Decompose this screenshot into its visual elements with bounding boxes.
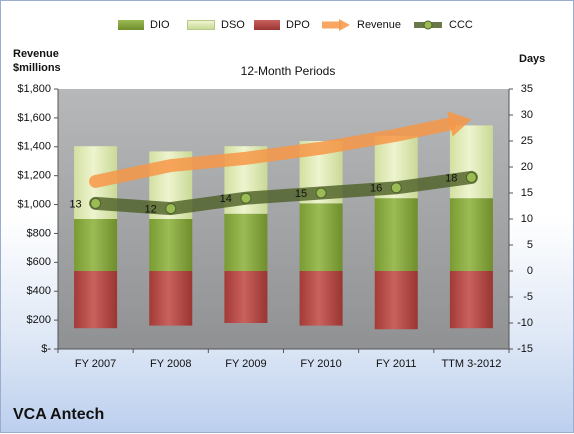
bar-dpo — [299, 271, 343, 326]
legend-label-dio: DIO — [150, 19, 170, 31]
legend-label-dso: DSO — [221, 19, 245, 31]
right-axis-title: Days — [519, 53, 546, 65]
left-axis-title-line1: Revenue — [13, 48, 59, 60]
left-axis-tick-label: $400 — [27, 285, 51, 297]
right-axis-tick-label: 35 — [521, 83, 533, 95]
legend-swatch-dio — [118, 20, 144, 30]
x-axis-category-label: FY 2011 — [376, 358, 417, 370]
right-axis-tick-label: 25 — [521, 135, 533, 147]
ccc-point — [165, 203, 177, 215]
x-axis-category-label: FY 2009 — [225, 358, 266, 370]
bar-dpo — [374, 271, 418, 330]
legend-label-dpo: DPO — [286, 19, 310, 31]
legend-swatch-dso — [187, 20, 215, 30]
ccc-data-label: 15 — [295, 188, 307, 200]
right-axis-tick-label: -15 — [517, 343, 533, 355]
bar-dpo — [449, 271, 493, 329]
legend-item-ccc: CCC — [413, 15, 473, 35]
ccc-data-label: 16 — [370, 183, 382, 195]
legend-label-revenue: Revenue — [357, 19, 402, 31]
legend-label-ccc: CCC — [449, 19, 473, 31]
ccc-point — [390, 182, 402, 194]
revenue-arrowhead — [447, 111, 472, 137]
left-axis-tick-label: $1,000 — [17, 198, 51, 210]
bar-dio — [374, 198, 418, 271]
left-axis-tick-label: $1,600 — [17, 112, 51, 124]
legend-swatch-revenue — [322, 19, 350, 31]
ccc-point — [240, 192, 252, 204]
revenue-line — [89, 117, 457, 188]
bar-dpo — [74, 271, 118, 329]
x-axis-category-label: FY 2008 — [150, 358, 191, 370]
left-axis-title: Revenue $millions — [13, 47, 61, 75]
ccc-line — [89, 170, 478, 216]
left-axis-title-line2: $millions — [13, 62, 61, 74]
legend-item-dso: DSO — [187, 15, 245, 35]
legend: DIO DSO DPO Revenue CCC — [1, 15, 573, 35]
right-axis-tick-label: 5 — [527, 239, 533, 251]
ccc-data-label: 18 — [445, 172, 457, 184]
bar-dio — [74, 219, 118, 271]
chart-subtitle: 12-Month Periods — [240, 64, 336, 78]
legend-item-dpo: DPO — [254, 15, 310, 35]
legend-item-dio: DIO — [118, 15, 170, 35]
ccc-point — [465, 171, 477, 183]
bar-dio — [449, 198, 493, 271]
ccc-point — [90, 197, 102, 209]
bar-dpo — [224, 271, 268, 323]
x-axis-category-label: TTM 3-2012 — [441, 358, 501, 370]
legend-item-revenue: Revenue — [321, 15, 401, 35]
right-axis-tick-label: 0 — [527, 265, 533, 277]
bar-dio — [149, 219, 193, 271]
ccc-point — [315, 187, 327, 199]
ccc-data-label: 13 — [69, 198, 81, 210]
bar-dso — [449, 125, 493, 199]
left-axis-tick-label: $600 — [27, 256, 51, 268]
x-axis-category-label: FY 2007 — [75, 358, 116, 370]
left-axis-tick-label: $800 — [27, 227, 51, 239]
left-axis-tick-label: $1,200 — [17, 170, 51, 182]
right-axis-tick-label: 20 — [521, 161, 533, 173]
legend-swatch-ccc — [414, 20, 442, 30]
ccc-data-label: 12 — [145, 204, 157, 216]
right-axis-tick-label: -5 — [523, 291, 533, 303]
left-axis-tick-label: $200 — [27, 314, 51, 326]
x-axis-category-label: FY 2010 — [300, 358, 341, 370]
bar-dio — [224, 213, 268, 271]
bar-dpo — [149, 271, 193, 326]
company-name: VCA Antech — [13, 406, 105, 423]
legend-swatch-dpo — [254, 20, 280, 30]
left-axis-tick-label: $1,800 — [17, 83, 51, 95]
ccc-data-label: 14 — [220, 193, 232, 205]
left-axis-tick-label: $- — [41, 343, 51, 355]
right-axis-tick-label: 15 — [521, 187, 533, 199]
left-axis-tick-label: $1,400 — [17, 141, 51, 153]
right-axis-tick-label: 30 — [521, 109, 533, 121]
bar-dio — [299, 203, 343, 271]
right-axis-tick-label: 10 — [521, 213, 533, 225]
right-axis-tick-label: -10 — [517, 317, 533, 329]
